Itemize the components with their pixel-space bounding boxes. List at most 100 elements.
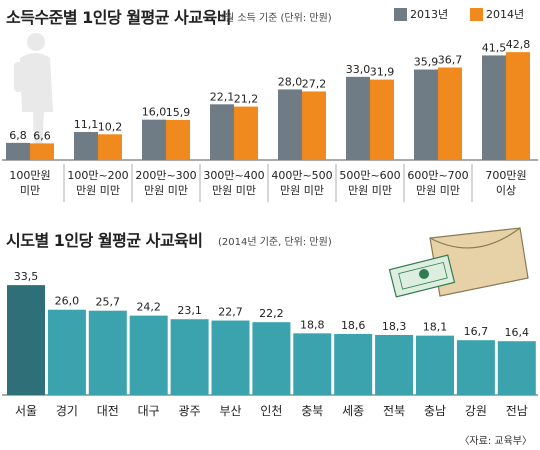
bar-2013년-1 [74,132,98,160]
value-label-2013년-7: 41,5 [482,41,507,54]
region-value-label-0: 33,5 [14,270,39,283]
legend-label-2013: 2013년 [410,8,449,21]
bar-2014년-4 [302,91,326,160]
category-label-6-1: 만원 미만 [416,184,460,197]
category-label-5-0: 500만~600 [339,169,400,182]
legend-label-2014: 2014년 [486,8,525,21]
category-label-4-1: 만원 미만 [280,184,324,197]
bar-2013년-7 [482,55,506,160]
region-bar-2 [88,310,127,395]
region-category-label-8: 세종 [342,404,364,418]
region-bar-9 [375,334,414,395]
category-label-2-0: 200만~300 [135,169,196,182]
region-category-label-11: 강원 [465,404,487,418]
region-value-label-2: 25,7 [96,296,121,309]
bar-2014년-5 [370,79,394,160]
bar-2013년-0 [6,142,30,160]
value-label-2014년-0: 6,6 [33,129,51,142]
student-illustration [14,33,53,150]
chart1-unit-note: *월 소득 기준 (단위: 만원) [220,13,332,24]
region-value-label-5: 22,7 [218,306,243,319]
region-bar-8 [334,333,373,395]
region-value-label-12: 16,4 [505,326,530,339]
category-label-0-1: 미만 [20,184,40,197]
category-label-0-0: 100만원 [9,169,50,182]
bar-2013년-3 [210,104,234,160]
value-label-2014년-1: 10,2 [98,120,123,133]
region-value-label-9: 18,3 [382,320,407,333]
region-category-label-4: 광주 [179,404,201,418]
region-value-label-3: 24,2 [136,301,161,314]
value-label-2013년-6: 35,9 [414,56,439,69]
region-value-label-8: 18,6 [341,319,366,332]
region-bar-11 [456,340,495,395]
chart2-unit-note: (2014년 기준, 단위: 만원) [218,237,332,248]
region-value-label-1: 26,0 [55,295,80,308]
region-bar-4 [170,319,209,395]
region-value-label-11: 16,7 [464,325,489,338]
region-bar-10 [416,335,454,395]
value-label-2013년-3: 22,1 [210,90,235,103]
region-value-label-4: 23,1 [177,304,202,317]
region-category-label-5: 부산 [219,404,241,418]
category-label-5-1: 만원 미만 [348,184,392,197]
value-label-2014년-2: 15,9 [166,106,191,119]
bar-2013년-2 [142,119,166,160]
region-category-label-12: 전남 [506,404,528,418]
region-bar-1 [47,309,86,395]
category-label-1-1: 만원 미만 [76,184,120,197]
region-category-label-1: 경기 [56,404,78,418]
money-envelope-illustration [388,227,529,298]
region-bar-6 [252,322,291,395]
value-label-2013년-4: 28,0 [278,75,303,88]
category-label-3-0: 300만~400 [203,169,264,182]
legend-item-2014: 2014년 [470,6,524,22]
bar-2013년-5 [346,76,370,160]
value-label-2013년-5: 33,0 [346,63,371,76]
region-bar-5 [211,320,250,395]
bar-2014년-1 [98,134,122,160]
category-label-6-0: 600만~700 [407,169,468,182]
category-label-7-0: 700만원 [485,169,526,182]
bar-2014년-2 [166,119,190,160]
value-label-2013년-1: 11,1 [74,118,99,131]
category-label-1-0: 100만~200 [67,169,128,182]
category-label-7-1: 이상 [496,184,516,197]
region-category-label-3: 대구 [138,404,160,418]
value-label-2013년-0: 6,8 [9,129,27,142]
region-category-label-7: 충북 [301,404,323,418]
bar-2014년-3 [234,106,258,160]
region-value-label-7: 18,8 [300,318,325,331]
region-value-label-10: 18,1 [423,321,448,334]
region-category-label-9: 전북 [383,404,405,418]
region-bar-3 [129,315,168,395]
region-bar-12 [497,341,536,395]
region-value-label-6: 22,2 [259,307,284,320]
region-category-label-10: 충남 [424,404,446,418]
legend-item-2013: 2013년 [394,6,448,22]
value-label-2014년-6: 36,7 [438,54,463,67]
bar-2013년-6 [414,69,438,160]
category-label-4-0: 400만~500 [271,169,332,182]
legend-swatch-2014 [470,7,483,21]
bar-2014년-0 [30,143,54,160]
legend-swatch-2013 [394,7,407,21]
bar-2014년-7 [506,52,530,161]
category-label-2-1: 만원 미만 [144,184,188,197]
source-note: 〈자료: 교육부〉 [459,436,532,447]
region-bar-7 [293,333,332,395]
value-label-2013년-2: 16,0 [142,106,167,119]
region-category-label-2: 대전 [97,404,119,418]
bar-2013년-4 [278,89,302,160]
chart1-title: 소득수준별 1인당 월평균 사교육비 [6,8,231,27]
value-label-2014년-3: 21,2 [234,93,259,106]
region-category-label-6: 인천 [260,403,282,418]
chart2-title: 시도별 1인당 월평균 사교육비 [6,231,203,250]
region-chart: 33,5 서울 26,0 경기 25,7 대전 24,2 대구 23,1 광주 22,7 부산 22,2… [2,270,538,418]
region-category-label-0: 서울 [15,404,37,418]
value-label-2014년-7: 42,8 [506,38,531,51]
value-label-2014년-5: 31,9 [370,66,395,79]
bar-2014년-6 [438,67,462,160]
